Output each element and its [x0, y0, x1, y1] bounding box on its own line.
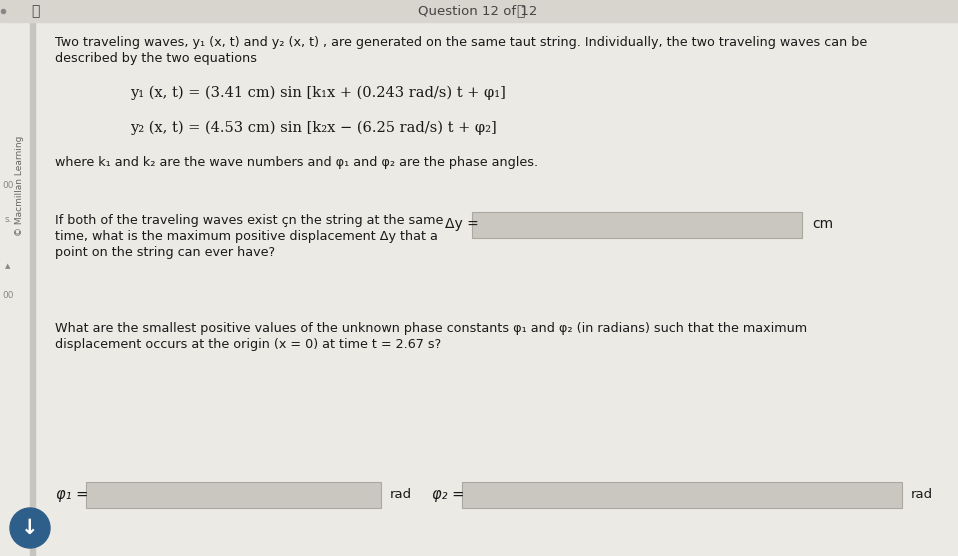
Circle shape [10, 508, 50, 548]
Text: 00: 00 [2, 181, 13, 191]
FancyBboxPatch shape [462, 482, 902, 508]
Text: displacement occurs at the origin (x = 0) at time t = 2.67 s?: displacement occurs at the origin (x = 0… [55, 338, 442, 351]
Text: point on the string can ever have?: point on the string can ever have? [55, 246, 275, 259]
Text: Two traveling waves, y₁ (x, t) and y₂ (x, t) , are generated on the same taut st: Two traveling waves, y₁ (x, t) and y₂ (x… [55, 36, 867, 49]
Text: 〈: 〈 [31, 4, 39, 18]
Text: described by the two equations: described by the two equations [55, 52, 257, 65]
Text: What are the smallest positive values of the unknown phase constants φ₁ and φ₂ (: What are the smallest positive values of… [55, 322, 808, 335]
Text: Δy =: Δy = [445, 217, 479, 231]
Text: y₂ (x, t) = (4.53 cm) sin [k₂x − (6.25 rad/s) t + φ₂]: y₂ (x, t) = (4.53 cm) sin [k₂x − (6.25 r… [130, 121, 497, 136]
Text: y₁ (x, t) = (3.41 cm) sin [k₁x + (0.243 rad/s) t + φ₁]: y₁ (x, t) = (3.41 cm) sin [k₁x + (0.243 … [130, 86, 506, 101]
Text: rad: rad [911, 488, 933, 500]
Text: ↓: ↓ [21, 518, 38, 538]
Text: s.: s. [4, 216, 11, 225]
Text: φ₂ =: φ₂ = [432, 486, 465, 502]
Text: If both of the traveling waves exist çn the string at the same: If both of the traveling waves exist çn … [55, 214, 444, 227]
Bar [0, 0, 958, 22]
Text: where k₁ and k₂ are the wave numbers and φ₁ and φ₂ are the phase angles.: where k₁ and k₂ are the wave numbers and… [55, 156, 538, 169]
Text: time, what is the maximum positive displacement Δy that a: time, what is the maximum positive displ… [55, 230, 438, 243]
Text: 00: 00 [2, 291, 13, 300]
Text: φ₁ =: φ₁ = [56, 486, 88, 502]
Text: Question 12 of 12: Question 12 of 12 [419, 4, 537, 17]
Text: 〉: 〉 [515, 4, 524, 18]
FancyBboxPatch shape [86, 482, 381, 508]
Text: rad: rad [390, 488, 412, 500]
Bar [30, 22, 35, 556]
Text: ▲: ▲ [6, 263, 11, 269]
FancyBboxPatch shape [472, 212, 802, 238]
Text: © Macmillan Learning: © Macmillan Learning [15, 136, 25, 236]
Text: cm: cm [812, 217, 833, 231]
